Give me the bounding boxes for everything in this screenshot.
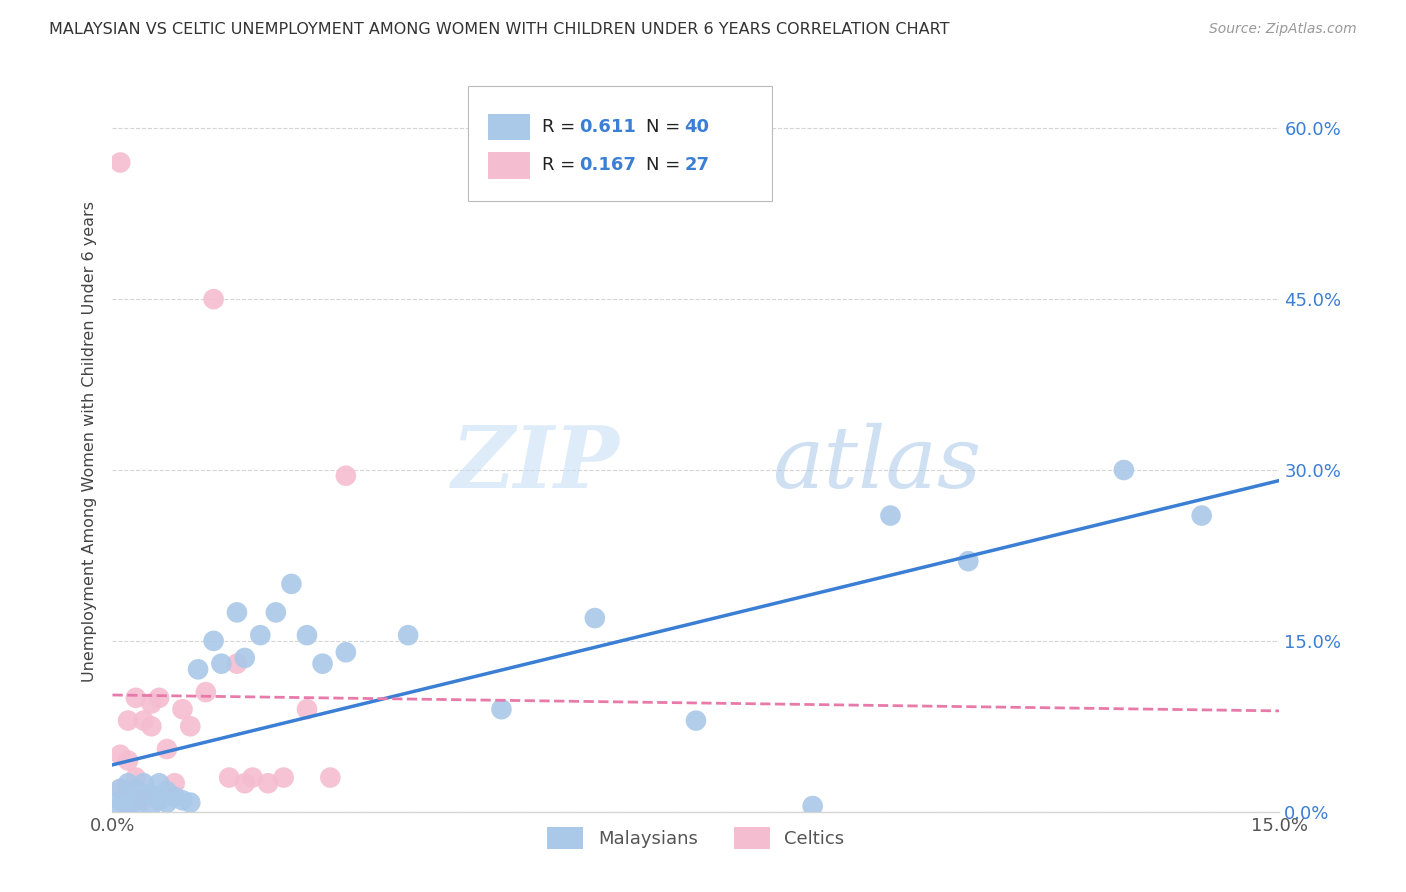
Point (117, 776, 139, 790)
Text: N =: N = (645, 156, 681, 174)
Point (209, 657, 232, 671)
Point (110, 155, 132, 169)
Point (156, 784, 179, 798)
FancyBboxPatch shape (488, 152, 530, 178)
Point (132, 714, 155, 728)
Point (264, 606, 287, 620)
Point (132, 793, 155, 807)
Point (117, 754, 139, 768)
Text: MALAYSIAN VS CELTIC UNEMPLOYMENT AMONG WOMEN WITH CHILDREN UNDER 6 YEARS CORRELA: MALAYSIAN VS CELTIC UNEMPLOYMENT AMONG W… (49, 22, 949, 37)
Point (132, 776, 155, 790)
Point (335, 468, 357, 483)
Point (273, 771, 295, 785)
Point (179, 796, 201, 810)
Y-axis label: Unemployment Among Women with Children Under 6 years: Unemployment Among Women with Children U… (82, 201, 97, 682)
Point (117, 714, 139, 728)
Point (163, 789, 186, 804)
Point (233, 651, 256, 665)
FancyBboxPatch shape (488, 113, 530, 140)
Point (311, 657, 333, 671)
Point (202, 292, 225, 306)
Point (110, 793, 132, 807)
Point (257, 776, 280, 790)
Point (132, 788, 155, 802)
Point (226, 606, 249, 620)
Text: N =: N = (645, 118, 681, 136)
Point (583, 611, 606, 625)
Point (110, 781, 132, 796)
Point (879, 508, 901, 523)
Text: atlas: atlas (772, 423, 981, 505)
Point (280, 577, 302, 591)
Text: 0.611: 0.611 (579, 118, 636, 136)
Point (110, 799, 132, 814)
Point (117, 788, 139, 802)
Point (233, 776, 256, 790)
Text: 0.167: 0.167 (579, 156, 636, 174)
Point (179, 719, 201, 733)
Point (110, 781, 132, 796)
Point (125, 781, 148, 796)
Text: 40: 40 (685, 118, 709, 136)
Point (172, 793, 194, 807)
FancyBboxPatch shape (468, 87, 772, 201)
Point (226, 657, 249, 671)
Text: ZIP: ZIP (453, 422, 620, 506)
Point (396, 628, 419, 642)
Point (202, 633, 225, 648)
Point (172, 702, 194, 716)
Point (156, 742, 179, 756)
Legend: Malaysians, Celtics: Malaysians, Celtics (538, 818, 853, 858)
Point (249, 628, 271, 642)
Point (125, 771, 148, 785)
Point (163, 776, 186, 790)
Text: Source: ZipAtlas.com: Source: ZipAtlas.com (1209, 22, 1357, 37)
Point (242, 771, 264, 785)
Point (141, 799, 163, 814)
Point (148, 776, 170, 790)
Point (125, 793, 148, 807)
Point (801, 799, 824, 814)
Point (319, 771, 342, 785)
Point (295, 628, 318, 642)
Point (335, 645, 357, 659)
Point (295, 702, 318, 716)
Point (957, 554, 980, 568)
Text: 27: 27 (685, 156, 709, 174)
Point (1112, 463, 1135, 477)
Point (1191, 508, 1213, 523)
Point (187, 662, 209, 676)
Point (141, 719, 163, 733)
Point (148, 793, 170, 807)
Point (218, 771, 240, 785)
Point (156, 796, 179, 810)
Point (117, 799, 139, 814)
Point (685, 714, 707, 728)
Point (125, 690, 148, 705)
Point (141, 788, 163, 802)
Point (141, 697, 163, 711)
Text: R =: R = (541, 118, 575, 136)
Text: R =: R = (541, 156, 575, 174)
Point (148, 690, 170, 705)
Point (491, 702, 513, 716)
Point (194, 685, 217, 699)
Point (110, 747, 132, 762)
Point (125, 799, 148, 814)
